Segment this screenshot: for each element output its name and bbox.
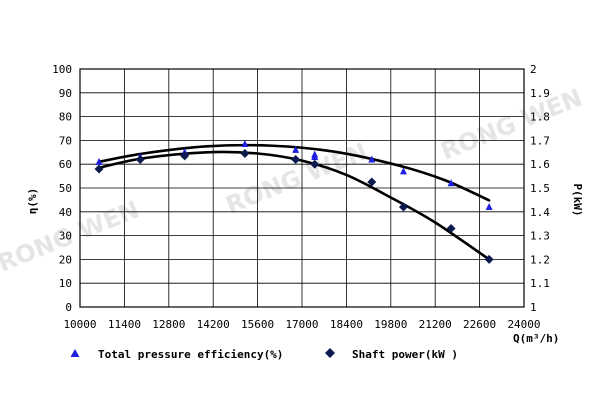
legend: Total pressure efficiency(%) Shaft power… bbox=[70, 348, 458, 361]
y-right-tick-label: 1.2 bbox=[530, 253, 550, 266]
legend-label-shaft-power: Shaft power(kW ) bbox=[352, 348, 458, 361]
x-tick-label: 14200 bbox=[197, 318, 230, 331]
y-left-tick-label: 70 bbox=[59, 134, 72, 147]
efficiency-point bbox=[447, 179, 455, 187]
shaft-power-fit-curve bbox=[97, 150, 491, 261]
efficiency-point bbox=[399, 167, 407, 175]
shaft-power-point bbox=[180, 151, 190, 161]
x-tick-label: 24000 bbox=[507, 318, 540, 331]
efficiency-point bbox=[485, 203, 493, 211]
plot-frame bbox=[79, 68, 525, 308]
y-right-tick-label: 1.6 bbox=[530, 158, 550, 171]
y-right-tick-label: 1.7 bbox=[530, 134, 550, 147]
y-right-tick-label: 1.3 bbox=[530, 230, 550, 243]
y-left-tick-label: 40 bbox=[59, 206, 72, 219]
x-tick-label: 10000 bbox=[63, 318, 96, 331]
x-tick-label: 12800 bbox=[152, 318, 185, 331]
x-tick-label: 21200 bbox=[419, 318, 452, 331]
x-tick-label: 18400 bbox=[330, 318, 363, 331]
legend-triangle-marker bbox=[70, 349, 80, 357]
efficiency-point bbox=[241, 139, 249, 147]
shaft-power-point bbox=[484, 254, 494, 264]
shaft-power-point bbox=[291, 154, 301, 164]
fit-curves bbox=[97, 143, 491, 261]
data-markers bbox=[94, 139, 494, 264]
x-tick-label: 22600 bbox=[463, 318, 496, 331]
y-left-tick-label: 50 bbox=[59, 182, 72, 195]
y-left-tick-label: 10 bbox=[59, 277, 72, 290]
y-left-tick-label: 80 bbox=[59, 111, 72, 124]
y-left-axis-label: η(%) bbox=[26, 188, 39, 215]
y-left-tick-label: 20 bbox=[59, 253, 72, 266]
efficiency-point bbox=[311, 153, 319, 161]
efficiency-point bbox=[368, 155, 376, 163]
shaft-power-point bbox=[135, 154, 145, 164]
grid-lines bbox=[79, 68, 525, 308]
y-left-axis-ticks: 0 10 20 30 40 50 60 70 80 90 100 bbox=[52, 63, 72, 314]
efficiency-fit-curve bbox=[97, 143, 491, 202]
watermark-right: RONG WEN bbox=[437, 83, 587, 165]
x-tick-label: 17000 bbox=[285, 318, 318, 331]
y-right-tick-label: 2 bbox=[530, 63, 537, 76]
x-tick-label: 15600 bbox=[241, 318, 274, 331]
shaft-power-point bbox=[94, 164, 104, 174]
y-left-tick-label: 0 bbox=[65, 301, 72, 314]
shaft-power-point bbox=[398, 202, 408, 212]
shaft-power-point bbox=[240, 148, 250, 158]
x-tick-label: 11400 bbox=[108, 318, 141, 331]
y-right-tick-label: 1.8 bbox=[530, 111, 550, 124]
y-left-tick-label: 90 bbox=[59, 87, 72, 100]
x-tick-label: 19800 bbox=[374, 318, 407, 331]
y-left-tick-label: 100 bbox=[52, 63, 72, 76]
y-right-tick-label: 1.4 bbox=[530, 206, 550, 219]
y-left-tick-label: 30 bbox=[59, 230, 72, 243]
y-left-tick-label: 60 bbox=[59, 158, 72, 171]
shaft-power-point bbox=[310, 159, 320, 169]
y-right-tick-label: 1.5 bbox=[530, 182, 550, 195]
y-right-tick-label: 1.9 bbox=[530, 87, 550, 100]
y-right-axis-label: P(kW) bbox=[571, 183, 584, 216]
legend-diamond-marker bbox=[325, 348, 335, 358]
shaft-power-point bbox=[367, 177, 377, 187]
efficiency-point bbox=[95, 157, 103, 165]
x-axis-ticks: 10000 11400 12800 14200 15600 17000 18400 19800… bbox=[63, 318, 540, 331]
efficiency-point bbox=[292, 145, 300, 153]
x-axis-label: Q(m³/h) bbox=[513, 332, 559, 345]
y-right-tick-label: 1.1 bbox=[530, 277, 550, 290]
y-right-tick-label: 1 bbox=[530, 301, 537, 314]
legend-label-efficiency: Total pressure efficiency(%) bbox=[98, 348, 283, 361]
y-right-axis-ticks: 1 1.1 1.2 1.3 1.4 1.5 1.6 1.7 1.8 1.9 2 bbox=[530, 63, 550, 314]
shaft-power-point bbox=[446, 223, 456, 233]
